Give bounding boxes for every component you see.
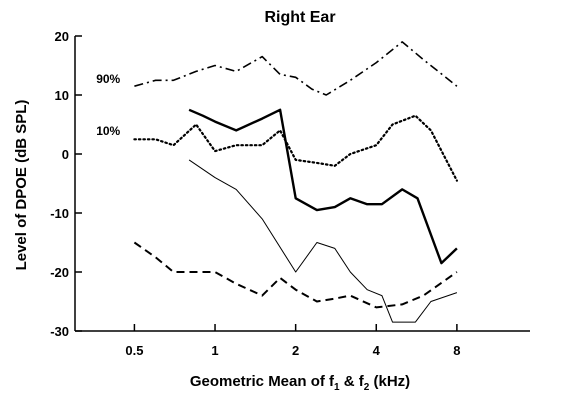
- y-tick-label: -20: [50, 265, 69, 280]
- x-tick-label: 4: [373, 343, 381, 358]
- y-tick-label: -30: [50, 324, 69, 339]
- y-axis-label: Level of DPOE (dB SPL): [13, 100, 30, 271]
- chart-title: Right Ear: [264, 9, 335, 26]
- x-axis-label: Geometric Mean of f1 & f2 (kHz): [190, 373, 410, 393]
- series-line-dashed: [133, 241, 458, 309]
- series-line-dotted: [133, 114, 458, 182]
- annotation-label: 10%: [96, 124, 120, 138]
- y-tick-label: -10: [50, 206, 69, 221]
- x-tick-label: 0.5: [125, 343, 143, 358]
- y-tick-label: 0: [62, 147, 69, 162]
- series-line-dashdot: [134, 41, 458, 96]
- x-tick-label: 1: [211, 343, 218, 358]
- x-tick-label: 2: [292, 343, 299, 358]
- series-line-thick: [188, 108, 458, 265]
- annotation-label: 90%: [96, 72, 120, 86]
- y-tick-label: 10: [55, 88, 69, 103]
- series-line-thin: [188, 159, 458, 323]
- x-tick-label: 8: [453, 343, 460, 358]
- plot-area: -30 -20 -10 0 10 20 0.5 1 2 4 8 90% 10%: [50, 29, 530, 358]
- y-tick-label: 20: [55, 29, 69, 44]
